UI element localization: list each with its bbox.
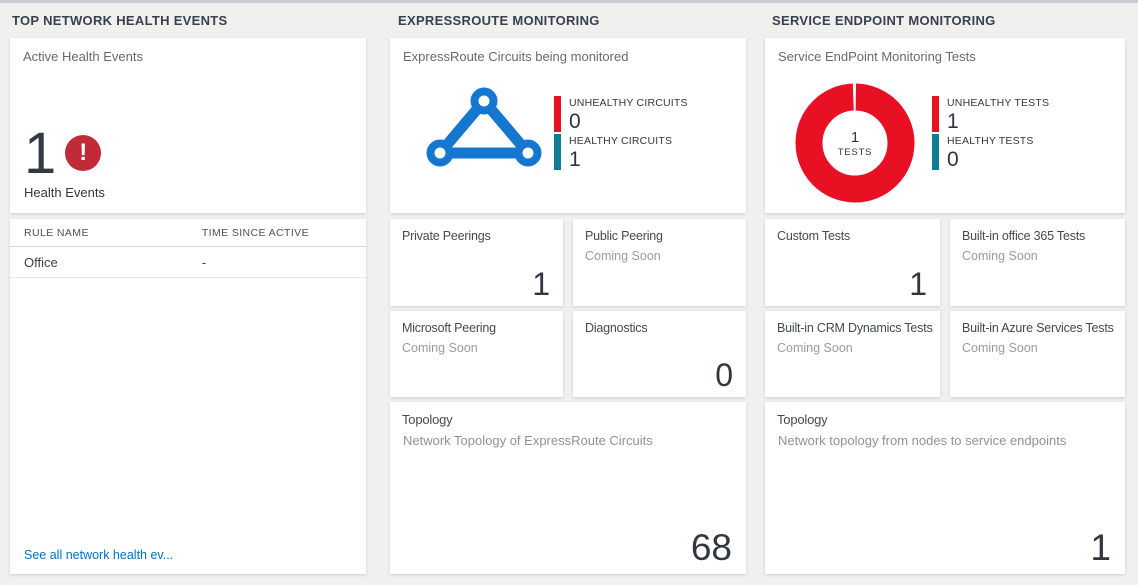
- expressroute-circuits-card[interactable]: ExpressRoute Circuits being monitored UN…: [390, 38, 746, 213]
- healthy-tests-bar: [932, 134, 939, 170]
- tile-builtin-azure-services-tests[interactable]: Built-in Azure Services Tests Coming Soo…: [950, 311, 1125, 397]
- tests-legend: UNHEALTHY TESTS 1 HEALTHY TESTS 0: [932, 96, 1049, 170]
- tile-microsoft-peering[interactable]: Microsoft Peering Coming Soon: [390, 311, 563, 397]
- card-title: ExpressRoute Circuits being monitored: [403, 49, 629, 64]
- tests-donut-chart: 1 TESTS: [795, 83, 915, 203]
- service-endpoint-tests-card[interactable]: Service EndPoint Monitoring Tests 1 TEST…: [765, 38, 1125, 213]
- endpoint-topology-card[interactable]: Topology Network topology from nodes to …: [765, 402, 1125, 574]
- circuits-legend: UNHEALTHY CIRCUITS 0 HEALTHY CIRCUITS 1: [554, 96, 688, 170]
- tile-custom-tests[interactable]: Custom Tests 1: [765, 219, 940, 306]
- healthy-circuits-bar: [554, 134, 561, 170]
- tile-private-peerings[interactable]: Private Peerings 1: [390, 219, 563, 306]
- network-triangle-icon: [426, 87, 542, 167]
- health-events-label: Health Events: [24, 185, 105, 200]
- active-health-events-card[interactable]: Active Health Events 1 ! Health Events: [10, 38, 366, 213]
- tile-builtin-office-365-tests[interactable]: Built-in office 365 Tests Coming Soon: [950, 219, 1125, 306]
- tile-diagnostics[interactable]: Diagnostics 0: [573, 311, 746, 397]
- unhealthy-tests-bar: [932, 96, 939, 132]
- table-header-time-since-active: TIME SINCE ACTIVE: [201, 226, 309, 239]
- table-header-row: RULE NAME TIME SINCE ACTIVE: [10, 219, 366, 247]
- tile-builtin-crm-dynamics-tests[interactable]: Built-in CRM Dynamics Tests Coming Soon: [765, 311, 940, 397]
- legend-entry-healthy-tests: HEALTHY TESTS 0: [932, 134, 1049, 170]
- card-title: Active Health Events: [23, 49, 143, 64]
- table-row[interactable]: Office -: [10, 247, 366, 278]
- header-service-endpoint-monitoring: SERVICE ENDPOINT MONITORING: [772, 13, 996, 28]
- tile-public-peering[interactable]: Public Peering Coming Soon: [573, 219, 746, 306]
- expressroute-topology-card[interactable]: Topology Network Topology of ExpressRout…: [390, 402, 746, 574]
- header-top-network-health-events: TOP NETWORK HEALTH EVENTS: [12, 13, 228, 28]
- unhealthy-circuits-bar: [554, 96, 561, 132]
- cell-rule-name: Office: [24, 254, 58, 270]
- cell-time-since-active: -: [201, 254, 207, 270]
- health-events-count: 1: [24, 120, 57, 186]
- health-events-count-row: 1 !: [24, 120, 102, 186]
- see-all-health-events-link[interactable]: See all network health ev...: [24, 548, 174, 562]
- error-alert-icon: !: [65, 135, 102, 172]
- health-events-table-card: RULE NAME TIME SINCE ACTIVE Office - See…: [10, 219, 366, 574]
- legend-entry-unhealthy-circuits: UNHEALTHY CIRCUITS 0: [554, 96, 688, 132]
- legend-entry-healthy-circuits: HEALTHY CIRCUITS 1: [554, 134, 688, 170]
- window-edge-strip: [0, 0, 1138, 3]
- header-expressroute-monitoring: EXPRESSROUTE MONITORING: [398, 13, 600, 28]
- table-header-rule-name: RULE NAME: [24, 226, 89, 239]
- legend-entry-unhealthy-tests: UNHEALTHY TESTS 1: [932, 96, 1049, 132]
- card-title: Service EndPoint Monitoring Tests: [778, 49, 976, 64]
